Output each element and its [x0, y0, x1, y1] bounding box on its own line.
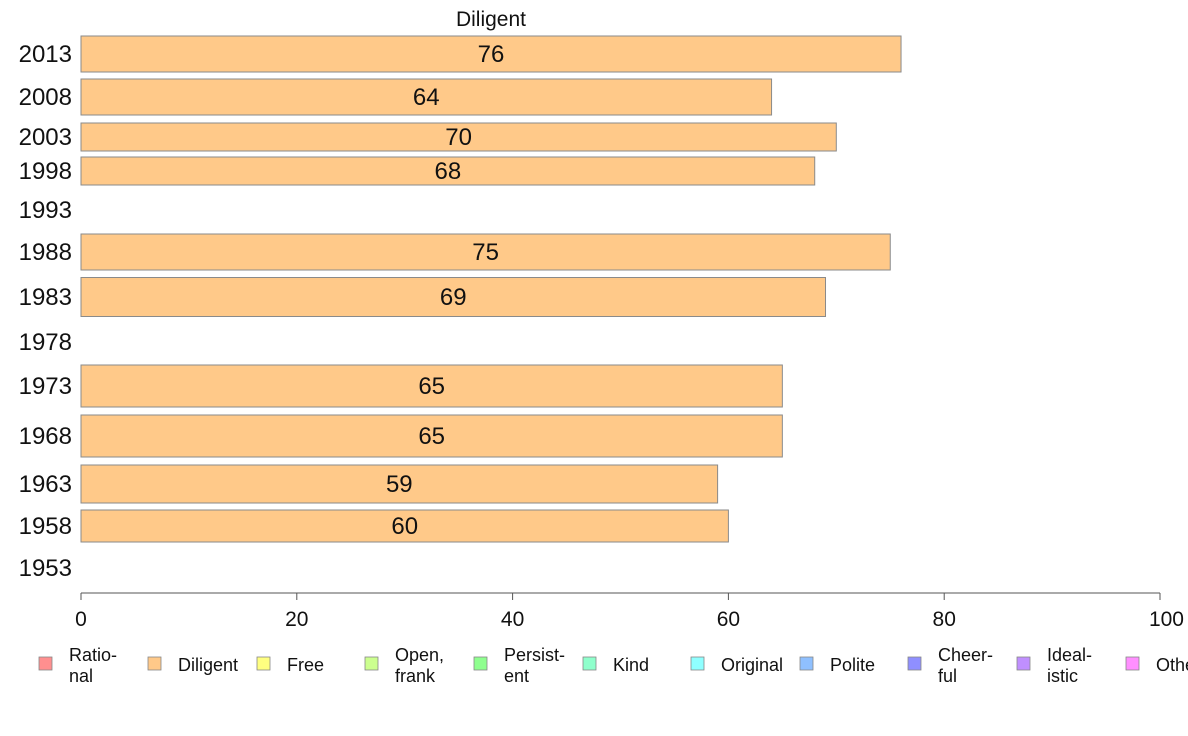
bar: [80, 364, 783, 408]
bar-value-label: 64: [413, 84, 440, 111]
bar-value-label: 76: [478, 41, 505, 68]
bar-value-label: 68: [435, 158, 462, 185]
legend-label: Ratio-: [69, 645, 117, 665]
legend-label: Kind: [613, 655, 649, 675]
legend-swatch: [473, 656, 488, 671]
y-tick-label: 2008: [19, 84, 72, 111]
bar-value-label: 75: [472, 239, 499, 266]
legend-item: Free: [256, 655, 324, 675]
bar: [80, 277, 827, 317]
legend-label: Diligent: [178, 655, 238, 675]
bar: [80, 78, 773, 116]
legend-label: Open,: [395, 645, 444, 665]
y-tick-label: 2013: [19, 41, 72, 68]
y-tick-label: 2003: [19, 124, 72, 151]
bar-value-label: 69: [440, 284, 467, 311]
legend-item: Open,frank: [364, 645, 444, 686]
legend-swatch: [1016, 656, 1031, 671]
legend-label: Original: [721, 655, 783, 675]
legend-swatch: [1125, 656, 1140, 671]
legend-swatch: [256, 656, 271, 671]
bar-value-label: 65: [418, 423, 445, 450]
y-tick-label: 1968: [19, 423, 72, 450]
bar: [80, 156, 816, 186]
x-tick-label: 60: [717, 608, 740, 631]
legend-item: Diligent: [147, 655, 238, 675]
legend-item: Ideal-istic: [1016, 645, 1092, 686]
y-tick-labels: 2013 2008 2003 1998 1993 1988 1983 1978 1973 1968…: [19, 41, 72, 582]
legend-swatch: [38, 656, 53, 671]
bar-value-label: 65: [418, 373, 445, 400]
legend-label: Other: [1156, 655, 1188, 675]
legend: Ratio-nal Diligent Free Open,frank Persist-e…: [38, 645, 1188, 686]
y-tick-label: 1978: [19, 329, 72, 356]
legend-label: Ideal-: [1047, 645, 1092, 665]
y-tick-label: 1973: [19, 373, 72, 400]
legend-item: Kind: [582, 655, 649, 675]
legend-label: nal: [69, 666, 93, 686]
bar-value-label: 59: [386, 471, 413, 498]
legend-label: Polite: [830, 655, 875, 675]
bar: [80, 464, 719, 504]
y-tick-label: 1958: [19, 513, 72, 540]
y-tick-label: 1953: [19, 555, 72, 582]
y-tick-label: 1983: [19, 284, 72, 311]
bar: [80, 35, 902, 73]
legend-label: ent: [504, 666, 529, 686]
x-tick-label: 100: [1149, 608, 1184, 631]
x-tick-label: 40: [501, 608, 524, 631]
legend-label: istic: [1047, 666, 1078, 686]
legend-swatch: [799, 656, 814, 671]
legend-item: Polite: [799, 655, 875, 675]
x-tick-label: 20: [285, 608, 308, 631]
bar-value-label: 60: [391, 513, 418, 540]
legend-swatch: [690, 656, 705, 671]
legend-label: Free: [287, 655, 324, 675]
legend-swatch: [147, 656, 162, 671]
legend-item: Original: [690, 655, 783, 675]
legend-label: ful: [938, 666, 957, 686]
x-axis: 0 20 40 60 80 100: [75, 592, 1184, 631]
legend-swatch: [582, 656, 597, 671]
x-tick-label: 0: [75, 608, 87, 631]
bar: [80, 233, 891, 271]
legend-label: Cheer-: [938, 645, 993, 665]
legend-label: Persist-: [504, 645, 565, 665]
bar-value-label: 70: [445, 124, 472, 151]
chart-title: Diligent: [456, 8, 526, 31]
legend-item: Cheer-ful: [907, 645, 993, 686]
legend-swatch: [907, 656, 922, 671]
y-tick-label: 1993: [19, 197, 72, 224]
legend-swatch: [364, 656, 379, 671]
bar: [80, 414, 783, 458]
y-tick-label: 1998: [19, 158, 72, 185]
y-tick-label: 1963: [19, 471, 72, 498]
legend-item: Other: [1125, 655, 1188, 675]
y-tick-label: 1988: [19, 239, 72, 266]
legend-item: Persist-ent: [473, 645, 565, 686]
bar: [80, 509, 729, 543]
bar: [80, 122, 837, 152]
legend-item: Ratio-nal: [38, 645, 117, 686]
legend-label: frank: [395, 666, 436, 686]
x-tick-label: 80: [933, 608, 956, 631]
